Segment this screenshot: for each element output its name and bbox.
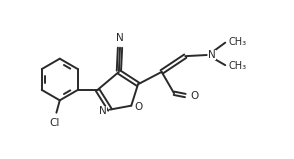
Text: N: N (116, 33, 124, 43)
Text: Cl: Cl (49, 118, 59, 128)
Text: O: O (134, 102, 142, 112)
Text: CH₃: CH₃ (229, 37, 247, 47)
Text: CH₃: CH₃ (229, 61, 247, 71)
Text: N: N (99, 106, 107, 116)
Text: O: O (190, 90, 199, 100)
Text: N: N (208, 50, 216, 60)
